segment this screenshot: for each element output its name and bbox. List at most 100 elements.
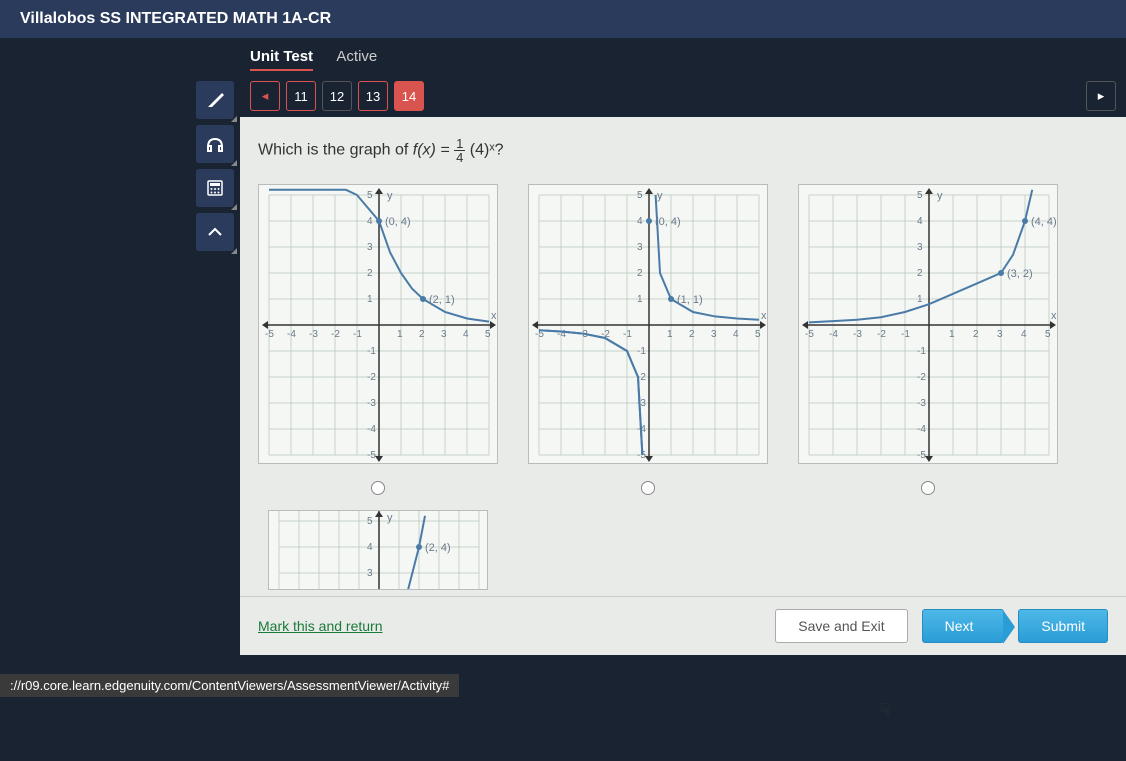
svg-text:-5: -5 [265, 329, 274, 340]
svg-text:-3: -3 [367, 398, 376, 409]
svg-text:2: 2 [689, 329, 695, 340]
svg-text:4: 4 [917, 216, 923, 227]
headphones-icon [204, 133, 226, 155]
svg-text:-1: -1 [623, 329, 632, 340]
svg-text:-1: -1 [637, 346, 646, 357]
graph-1-svg: -5 -4 -3 -2 -1 1 2 3 4 5 -5 -4 -3 -2 -1 1 2 3 4 5 y x (0, 4) (2… [258, 184, 498, 464]
svg-text:y: y [387, 512, 393, 524]
svg-text:4: 4 [733, 329, 739, 340]
svg-text:-3: -3 [917, 398, 926, 409]
graph-option-1[interactable]: -5 -4 -3 -2 -1 1 2 3 4 5 -5 -4 -3 -2 -1 1 2 3 4 5 y x (0, 4) (2… [258, 184, 498, 500]
svg-text:-3: -3 [853, 329, 862, 340]
graph-2-svg: -5-4-3-2-112345-5-4-3-2-112345yx(0, 4)(1… [528, 184, 768, 464]
calculator-icon [206, 179, 224, 197]
svg-text:(2, 4): (2, 4) [425, 542, 451, 554]
nav-item-13[interactable]: 13 [358, 81, 388, 111]
mark-return-link[interactable]: Mark this and return [258, 618, 383, 634]
save-exit-button[interactable]: Save and Exit [775, 609, 907, 643]
svg-text:3: 3 [637, 242, 643, 253]
next-button[interactable]: Next [922, 609, 1005, 643]
svg-text:y: y [937, 190, 943, 202]
svg-text:-1: -1 [917, 346, 926, 357]
svg-text:4: 4 [1021, 329, 1027, 340]
course-header: Villalobos SS INTEGRATED MATH 1A-CR [0, 0, 1126, 38]
svg-text:2: 2 [367, 268, 373, 279]
svg-text:(2, 1): (2, 1) [429, 294, 455, 306]
svg-text:4: 4 [637, 216, 643, 227]
graph-4-svg: 3 4 5 y (2, 4) [268, 510, 488, 590]
svg-text:1: 1 [949, 329, 955, 340]
svg-text:(0, 4): (0, 4) [385, 216, 411, 228]
graph-options-row: -5 -4 -3 -2 -1 1 2 3 4 5 -5 -4 -3 -2 -1 1 2 3 4 5 y x (0, 4) (2… [258, 184, 1108, 500]
radio-1[interactable] [371, 481, 385, 495]
graph-3-svg: -5-4-3-2-112345-5-4-3-2-112345yx(4, 4)(3… [798, 184, 1058, 464]
radio-3[interactable] [921, 481, 935, 495]
svg-text:x: x [761, 310, 767, 322]
course-title: Villalobos SS INTEGRATED MATH 1A-CR [20, 10, 331, 27]
nav-next-button[interactable]: ▸ [1086, 81, 1116, 111]
svg-text:-4: -4 [917, 424, 926, 435]
svg-text:(1, 1): (1, 1) [677, 294, 703, 306]
nav-item-12[interactable]: 12 [322, 81, 352, 111]
svg-text:2: 2 [917, 268, 923, 279]
submit-button[interactable]: Submit [1018, 609, 1108, 643]
collapse-tool[interactable] [196, 213, 234, 251]
nav-item-14[interactable]: 14 [394, 81, 424, 111]
svg-text:y: y [387, 190, 393, 202]
graph-option-3[interactable]: -5-4-3-2-112345-5-4-3-2-112345yx(4, 4)(3… [798, 184, 1058, 500]
svg-text:-1: -1 [367, 346, 376, 357]
question-area: Which is the graph of f(x) = 14 (4)ˣ? -5… [240, 117, 1126, 655]
graph-option-2[interactable]: -5-4-3-2-112345-5-4-3-2-112345yx(0, 4)(1… [528, 184, 768, 500]
svg-text:-5: -5 [917, 450, 926, 461]
svg-text:x: x [1051, 310, 1057, 322]
svg-text:3: 3 [917, 242, 923, 253]
status-label: Active [336, 48, 377, 65]
svg-text:1: 1 [367, 294, 373, 305]
svg-text:-3: -3 [309, 329, 318, 340]
svg-text:3: 3 [441, 329, 447, 340]
svg-text:2: 2 [419, 329, 425, 340]
svg-text:3: 3 [367, 242, 373, 253]
question-text: Which is the graph of f(x) = 14 (4)ˣ? [258, 137, 1108, 164]
svg-text:3: 3 [997, 329, 1003, 340]
svg-text:x: x [491, 310, 497, 322]
svg-text:4: 4 [367, 542, 373, 553]
svg-text:-1: -1 [353, 329, 362, 340]
audio-tool[interactable] [196, 125, 234, 163]
pencil-tool[interactable] [196, 81, 234, 119]
svg-text:-2: -2 [331, 329, 340, 340]
svg-text:1: 1 [667, 329, 673, 340]
svg-text:(4, 4): (4, 4) [1031, 216, 1057, 228]
svg-text:1: 1 [397, 329, 403, 340]
radio-2[interactable] [641, 481, 655, 495]
svg-text:5: 5 [637, 190, 643, 201]
svg-text:4: 4 [367, 216, 373, 227]
svg-text:(0, 4): (0, 4) [655, 216, 681, 228]
svg-text:5: 5 [917, 190, 923, 201]
svg-text:-1: -1 [901, 329, 910, 340]
svg-text:-2: -2 [917, 372, 926, 383]
svg-text:5: 5 [755, 329, 761, 340]
calculator-tool[interactable] [196, 169, 234, 207]
question-nav: ◂ 11 12 13 14 ▸ [240, 75, 1126, 117]
url-bar: ://r09.core.learn.edgenuity.com/ContentV… [0, 674, 459, 697]
svg-text:(3, 2): (3, 2) [1007, 268, 1033, 280]
nav-item-11[interactable]: 11 [286, 81, 316, 111]
svg-text:5: 5 [367, 516, 373, 527]
svg-text:-5: -5 [367, 450, 376, 461]
svg-text:-2: -2 [367, 372, 376, 383]
nav-prev-button[interactable]: ◂ [250, 81, 280, 111]
svg-text:-2: -2 [877, 329, 886, 340]
svg-text:5: 5 [485, 329, 491, 340]
graph-option-4[interactable]: 3 4 5 y (2, 4) [268, 510, 488, 595]
svg-text:3: 3 [367, 568, 373, 579]
svg-text:y: y [657, 190, 663, 202]
svg-text:5: 5 [367, 190, 373, 201]
svg-text:4: 4 [463, 329, 469, 340]
svg-text:1: 1 [637, 294, 643, 305]
graph-options-row-2: 3 4 5 y (2, 4) [258, 510, 1108, 595]
svg-text:-4: -4 [829, 329, 838, 340]
svg-text:-4: -4 [367, 424, 376, 435]
collapse-icon [205, 222, 225, 242]
svg-text:-4: -4 [287, 329, 296, 340]
